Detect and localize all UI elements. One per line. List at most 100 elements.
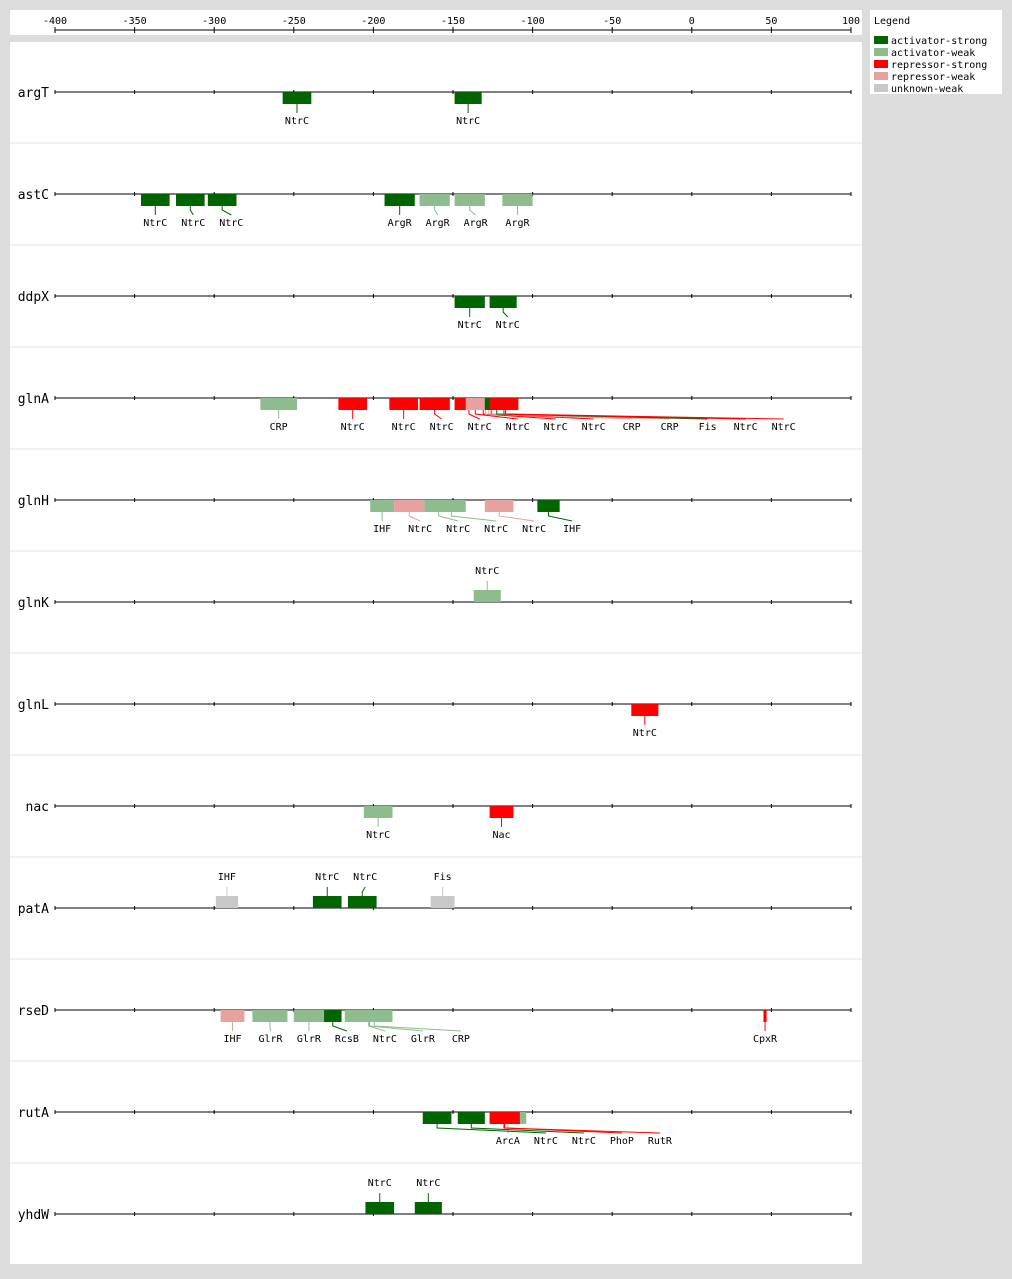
site-box — [215, 896, 239, 908]
site-box — [175, 194, 205, 206]
site-box — [419, 194, 450, 206]
site-box — [338, 398, 368, 410]
axis-panel — [10, 10, 862, 35]
site-label: NtrC — [408, 524, 432, 535]
axis-tick-label: -250 — [282, 16, 306, 27]
legend-title: Legend — [874, 16, 910, 27]
site-label: NtrC — [366, 830, 390, 841]
site-label: NtrC — [353, 872, 377, 883]
axis-tick-label: -200 — [361, 16, 385, 27]
site-label: NtrC — [468, 422, 492, 433]
site-box — [207, 194, 237, 206]
gene-name: yhdW — [18, 1208, 49, 1223]
site-box — [414, 1202, 442, 1214]
site-box — [394, 500, 425, 512]
site-label: ArgR — [426, 218, 451, 229]
site-label: Fis — [699, 422, 717, 433]
site-label: NtrC — [734, 422, 758, 433]
gene-name: patA — [18, 902, 49, 917]
site-label: NtrC — [582, 422, 606, 433]
gene-name: glnA — [18, 392, 49, 407]
site-box — [437, 500, 466, 512]
site-label: NtrC — [181, 218, 205, 229]
site-box — [454, 92, 482, 104]
site-label: NtrC — [285, 116, 309, 127]
site-box — [422, 1112, 452, 1124]
axis-tick-label: -400 — [43, 16, 67, 27]
site-box — [454, 194, 485, 206]
site-connector — [408, 512, 421, 522]
legend-label: repressor-strong — [891, 60, 987, 71]
site-box — [502, 194, 533, 206]
site-label: NtrC — [143, 218, 167, 229]
site-connector — [469, 206, 476, 216]
site-connector — [221, 206, 232, 216]
site-label: CRP — [623, 422, 641, 433]
site-connector — [474, 410, 518, 420]
site-box — [484, 500, 514, 512]
axis-tick-label: -50 — [603, 16, 621, 27]
site-connector — [434, 410, 442, 420]
gene-name: astC — [18, 188, 49, 203]
site-box — [357, 1010, 391, 1022]
site-label: NtrC — [484, 524, 508, 535]
axis-tick-label: -100 — [521, 16, 545, 27]
site-connector — [361, 886, 366, 896]
site-connector — [434, 206, 439, 216]
legend-label: unknown-weak — [891, 84, 963, 95]
site-label: NtrC — [522, 524, 546, 535]
axis-tick-label: 100 — [842, 16, 860, 27]
legend-label: activator-weak — [891, 48, 975, 59]
gene-name: glnH — [18, 494, 49, 509]
site-connector — [373, 1022, 461, 1032]
site-label: CpxR — [753, 1034, 778, 1045]
site-connector — [505, 410, 784, 420]
site-box — [140, 194, 170, 206]
site-connector — [496, 410, 708, 420]
site-label: ArcA — [496, 1136, 520, 1147]
site-box — [489, 296, 517, 308]
site-label: ArgR — [505, 218, 530, 229]
site-box — [252, 1010, 288, 1022]
site-connector — [436, 1124, 546, 1134]
site-box — [384, 194, 415, 206]
site-label: NtrC — [446, 524, 470, 535]
axis-tick-label: -150 — [441, 16, 465, 27]
site-connector — [498, 512, 535, 522]
gene-name: nac — [26, 800, 49, 815]
site-label: NtrC — [219, 218, 243, 229]
gene-name: rutA — [18, 1106, 49, 1121]
site-box — [454, 296, 485, 308]
site-label: NtrC — [506, 422, 530, 433]
site-box — [324, 1010, 342, 1022]
legend-label: repressor-weak — [891, 72, 975, 83]
site-connector — [502, 308, 509, 318]
site-connector — [450, 512, 497, 522]
site-box — [220, 1010, 245, 1022]
site-box — [457, 1112, 485, 1124]
gene-name: glnL — [18, 698, 49, 713]
axis-tick-label: 0 — [689, 16, 695, 27]
site-connector — [470, 1124, 584, 1134]
site-label: NtrC — [392, 422, 416, 433]
site-box — [631, 704, 659, 716]
site-label: IHF — [218, 872, 236, 883]
site-box — [312, 896, 342, 908]
site-box — [365, 1202, 395, 1214]
site-label: NtrC — [456, 116, 480, 127]
site-label: NtrC — [772, 422, 796, 433]
site-box — [347, 896, 377, 908]
site-box — [763, 1010, 767, 1022]
site-box — [363, 806, 393, 818]
site-label: CRP — [452, 1034, 470, 1045]
site-label: IHF — [373, 524, 391, 535]
site-box — [492, 398, 519, 410]
site-label: NtrC — [341, 422, 365, 433]
site-label: NtrC — [496, 320, 520, 331]
site-connector — [189, 206, 194, 216]
site-label: RutR — [648, 1136, 673, 1147]
site-label: NtrC — [416, 1178, 440, 1189]
site-box — [430, 896, 455, 908]
